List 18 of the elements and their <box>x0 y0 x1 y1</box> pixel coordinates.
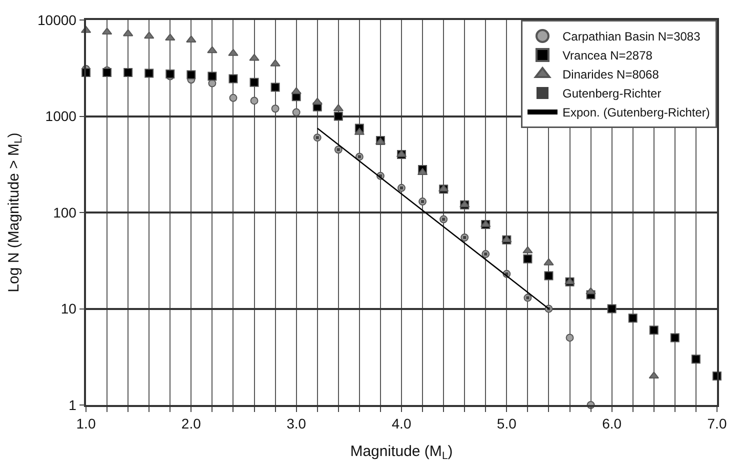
x-tick-label: 2.0 <box>181 416 202 432</box>
y-tick-label: 1 <box>68 396 77 413</box>
legend-label: Carpathian Basin N=3083 <box>562 30 701 44</box>
y-tick-label: 10000 <box>38 12 77 28</box>
x-tick-label: 4.0 <box>392 416 412 432</box>
x-tick-label: 1.0 <box>76 416 96 432</box>
x-axis-title: Magnitude (M$_{L}$) <box>350 443 453 462</box>
x-tick-label: 5.0 <box>496 416 517 432</box>
y-tick-label: 1000 <box>45 108 77 124</box>
x-tick-label: 6.0 <box>602 416 622 432</box>
legend-label: Gutenberg-Richter <box>562 86 662 101</box>
y-tick-label: 100 <box>53 204 77 220</box>
legend-label: Expon. (Gutenberg-Richter) <box>562 106 710 120</box>
legend-label: Dinarides N=8068 <box>562 68 660 82</box>
legend-label: Vrancea N=2878 <box>562 48 653 63</box>
x-tick-label: 7.0 <box>707 416 727 432</box>
y-tick-label: 10 <box>60 300 77 317</box>
x-tick-label: 3.0 <box>286 416 306 432</box>
